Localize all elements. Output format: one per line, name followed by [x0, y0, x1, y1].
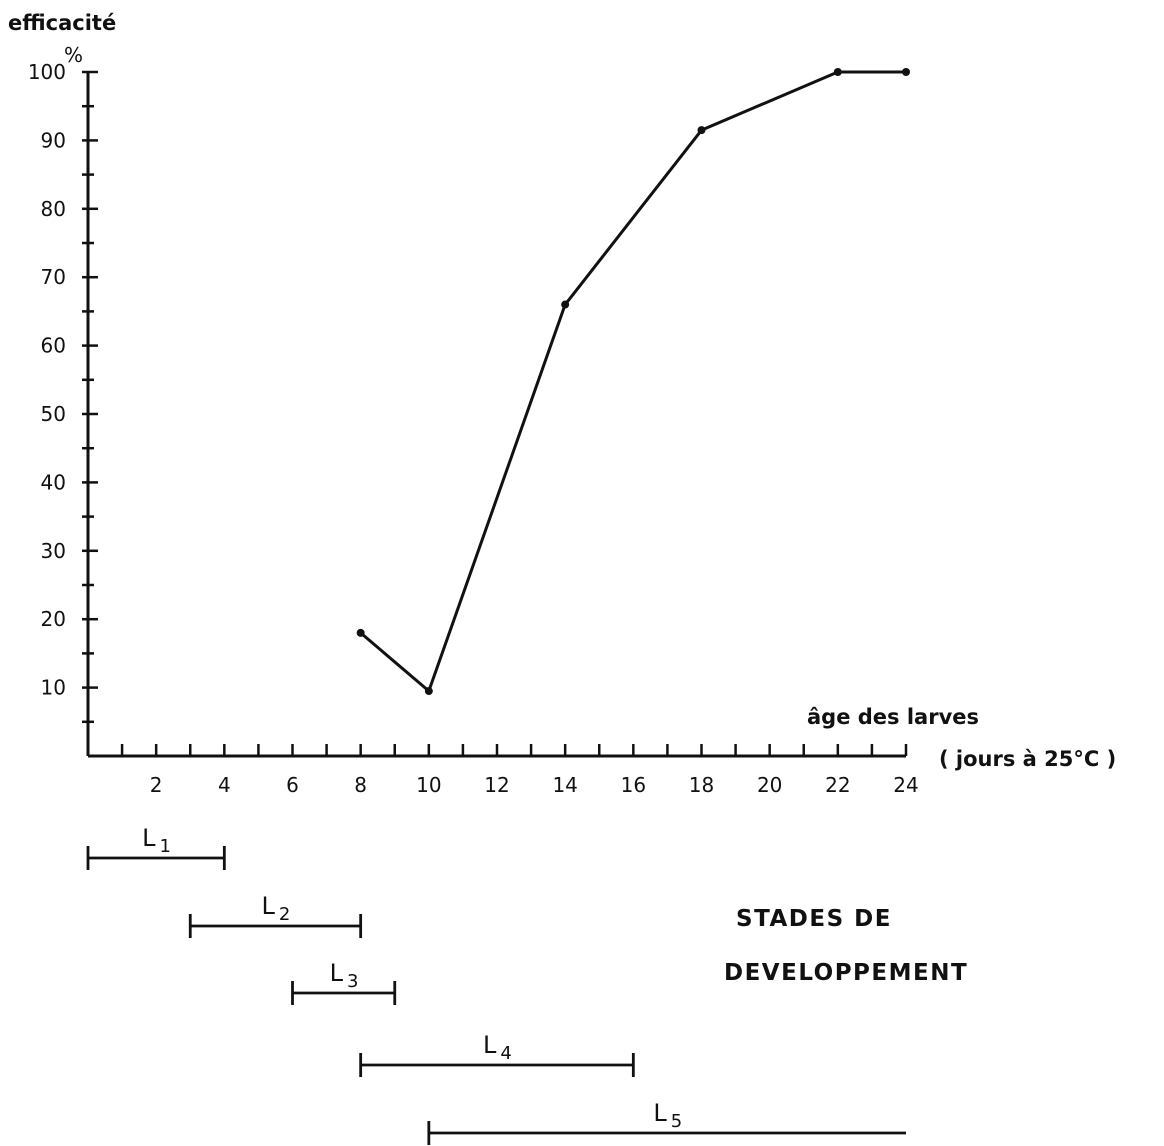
data-point [356, 628, 365, 637]
y-tick-label: 40 [41, 470, 66, 494]
stage-label-index: 1 [160, 836, 171, 857]
x-tick-label: 10 [416, 773, 441, 797]
stage-label-index: 5 [671, 1111, 682, 1132]
data-point [697, 126, 706, 135]
stage-label-index: 3 [347, 971, 358, 992]
x-tick-label: 14 [552, 773, 577, 797]
stage-label-letter: L [653, 1099, 667, 1127]
data-point [833, 68, 842, 76]
data-point [424, 687, 433, 696]
data-points [356, 68, 910, 696]
y-tick-label: 100 [28, 60, 66, 84]
y-tick-label: 50 [41, 402, 66, 426]
y-tick-label: 20 [41, 607, 66, 631]
y-axis-label: efficacité [8, 11, 116, 35]
y-tick-label: 10 [41, 676, 66, 700]
stage-label-index: 2 [279, 904, 290, 925]
data-point [902, 68, 910, 76]
stage-label-letter: L [330, 959, 344, 987]
x-tick-label: 2 [150, 773, 163, 797]
stage-label-letter: L [261, 892, 275, 920]
x-tick-label: 24 [893, 773, 918, 797]
series-line [359, 70, 906, 693]
data-point [561, 300, 570, 309]
stages-title-line-2: DEVELOPPEMENT [724, 960, 968, 986]
x-axis-unit: ( jours à 25°C ) [939, 747, 1116, 771]
x-tick-label: 22 [825, 773, 850, 797]
y-tick-label: 70 [41, 265, 66, 289]
x-tick-label: 18 [689, 773, 714, 797]
stage-label-letter: L [142, 824, 156, 852]
stage-label-index: 4 [500, 1043, 511, 1064]
stage-label-letter: L [483, 1031, 497, 1059]
x-tick-label: 12 [484, 773, 509, 797]
y-tick-label: 90 [41, 128, 66, 152]
development-stages: L 1L 2L 3L 4L 5 [86, 824, 906, 1145]
x-tick-label: 20 [757, 773, 782, 797]
x-tick-label: 16 [621, 773, 646, 797]
y-ticks: 10 20 30 40 50 60 70 80 90 100 [28, 60, 98, 724]
x-tick-label: 4 [218, 773, 231, 797]
y-tick-label: 80 [41, 197, 66, 221]
y-tick-label: 60 [41, 334, 66, 358]
x-tick-label: 6 [286, 773, 299, 797]
x-axis-label: âge des larves [807, 705, 979, 729]
x-ticks: 2 4 6 8 10 12 14 16 18 20 22 24 [120, 744, 919, 797]
y-tick-label: 30 [41, 539, 66, 563]
y-axis-unit: % [64, 43, 83, 67]
stages-title-line-1: STADES DE [736, 906, 892, 932]
x-tick-label: 8 [354, 773, 367, 797]
